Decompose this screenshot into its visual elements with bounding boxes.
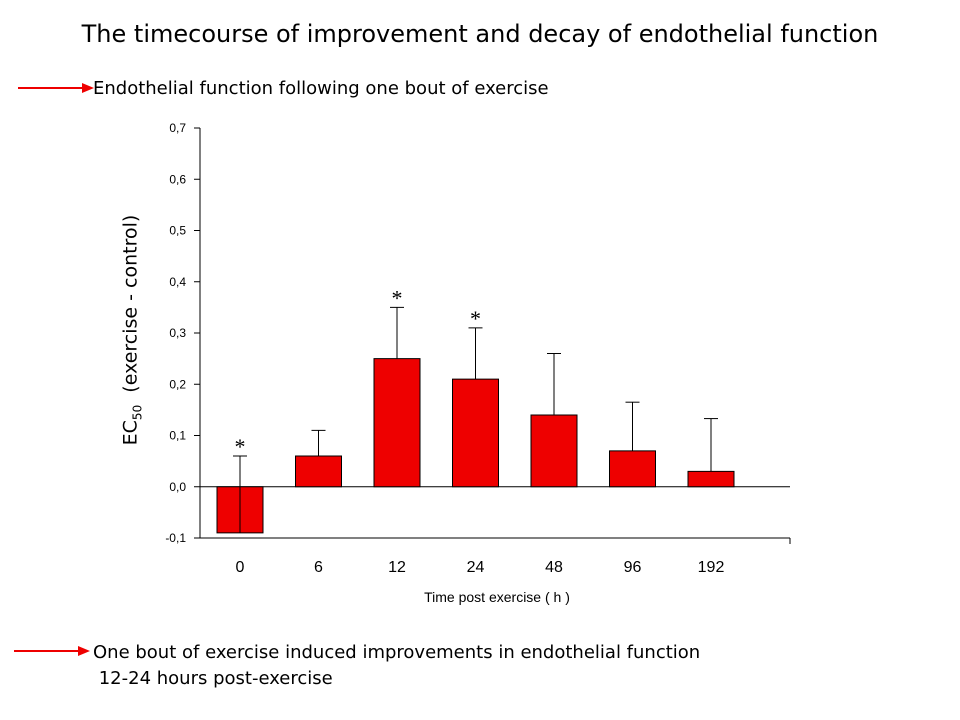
bar — [373, 358, 421, 488]
x-axis-label: Time post exercise ( h ) — [424, 589, 570, 605]
bar — [609, 450, 656, 488]
y-tick-label: 0,5 — [169, 224, 186, 238]
conclusion-text: One bout of exercise induced improvement… — [93, 640, 700, 692]
y-tick-label: 0,0 — [169, 480, 186, 494]
y-tick-label: 0,4 — [169, 275, 186, 289]
bar — [295, 455, 342, 488]
significance-marker: * — [392, 285, 403, 310]
bar — [530, 414, 578, 488]
y-tick-label: 0,6 — [169, 172, 186, 186]
x-tick-label: 0 — [236, 559, 245, 576]
bar — [452, 378, 499, 488]
bar — [687, 470, 735, 488]
x-tick-label: 96 — [624, 559, 642, 576]
y-tick-label: 0,1 — [169, 429, 186, 443]
conclusion-line-2: 12-24 hours post-exercise — [93, 668, 333, 689]
y-tick-label: 0,7 — [169, 121, 186, 135]
arrow-icon — [14, 646, 90, 656]
x-tick-label: 192 — [698, 559, 725, 576]
significance-marker: * — [235, 434, 246, 459]
y-tick-label: 0,3 — [169, 326, 186, 340]
y-tick-label: 0,2 — [169, 377, 186, 391]
page-title: The timecourse of improvement and decay … — [81, 20, 879, 48]
subtitle: Endothelial function following one bout … — [93, 78, 549, 99]
x-tick-label: 24 — [467, 559, 485, 576]
x-tick-label: 12 — [388, 559, 406, 576]
significance-marker: * — [470, 306, 481, 331]
x-tick-label: 48 — [545, 559, 563, 576]
y-tick-label: -0,1 — [165, 531, 186, 545]
x-tick-label: 6 — [314, 559, 323, 576]
conclusion-line-1: One bout of exercise induced improvement… — [93, 642, 701, 663]
arrow-icon — [18, 83, 94, 93]
